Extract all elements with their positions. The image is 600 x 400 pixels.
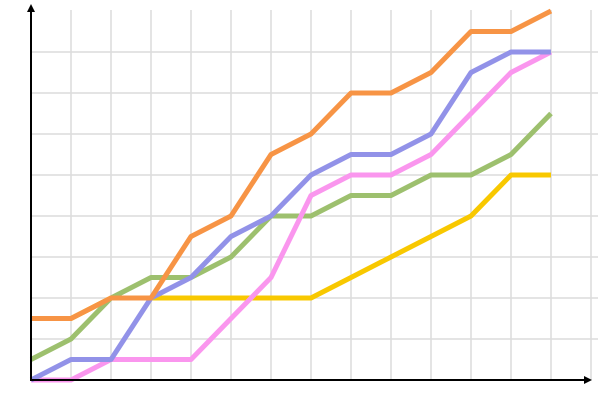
orange-series-line bbox=[31, 8, 553, 321]
chart-axes bbox=[27, 4, 592, 384]
green-series-line bbox=[29, 111, 553, 362]
x-axis-arrow-icon bbox=[584, 376, 592, 384]
pink-series-line bbox=[31, 49, 553, 383]
chart-series bbox=[29, 8, 553, 383]
y-axis-arrow-icon bbox=[27, 4, 35, 12]
purple-series-line bbox=[29, 49, 551, 383]
